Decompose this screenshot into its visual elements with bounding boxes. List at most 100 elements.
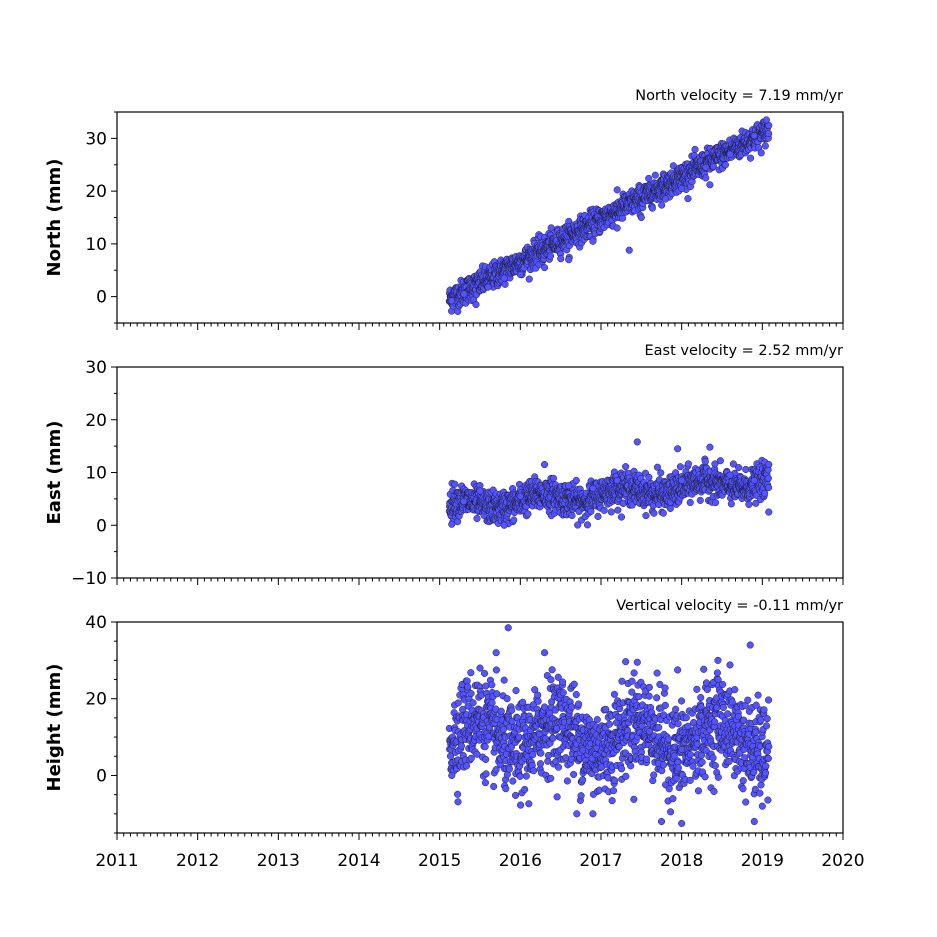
vertical-data-point <box>467 690 475 698</box>
vertical-data-point <box>630 669 638 677</box>
east-data-point <box>617 513 626 521</box>
vertical-data-point <box>490 782 498 791</box>
vertical-data-point <box>672 774 680 782</box>
vertical-data-point <box>615 743 623 751</box>
panel-east: East velocity = 2.52 mm/yr East (mm) −10 0 1… <box>44 343 844 589</box>
vertical-x-tick-label: 2012 <box>176 851 219 871</box>
vertical-data-point <box>454 699 462 707</box>
vertical-x-tick-label: 2018 <box>660 851 703 871</box>
vertical-data-point <box>553 793 561 801</box>
east-data-point <box>574 521 582 529</box>
vertical-data-point <box>678 819 686 827</box>
vertical-data-point <box>609 787 618 795</box>
vertical-data-point <box>764 754 772 762</box>
vertical-data-point <box>446 752 455 760</box>
vertical-data-point <box>694 787 703 795</box>
vertical-x-tick-label: 2016 <box>499 851 542 871</box>
vertical-data-point <box>605 720 613 728</box>
vertical-data-point <box>462 762 471 770</box>
vertical-data-point <box>674 764 682 772</box>
east-data-point <box>712 499 720 507</box>
north-data-point <box>651 171 659 179</box>
east-data-point <box>500 521 508 529</box>
vertical-data-point <box>765 743 773 751</box>
vertical-y-tick-label: 0 <box>96 766 107 786</box>
vertical-data-point <box>711 762 719 770</box>
east-data-point <box>666 504 674 512</box>
vertical-data-point <box>686 776 694 784</box>
vertical-data-point <box>674 720 682 728</box>
vertical-x-tick-label: 2013 <box>257 851 300 871</box>
north-data-point <box>546 252 555 260</box>
vertical-x-tick-label: 2020 <box>821 851 864 871</box>
east-data-point <box>701 457 709 466</box>
north-data-point <box>460 290 468 298</box>
north-data-point <box>669 162 677 170</box>
north-data-point <box>613 186 621 194</box>
east-y-axis-label: East (mm) <box>44 421 65 525</box>
vertical-data-point <box>622 772 630 780</box>
north-data-point <box>501 280 509 288</box>
east-data-point <box>716 457 724 465</box>
east-data-point <box>727 500 735 508</box>
vertical-data-point <box>476 664 484 672</box>
vertical-data-point <box>762 762 770 770</box>
east-data-point <box>645 473 653 481</box>
panel-vertical: Vertical velocity = -0.11 mm/yr Height (m… <box>44 598 865 871</box>
north-data-point <box>448 297 456 305</box>
vertical-data-point <box>650 771 658 779</box>
vertical-data-point <box>508 706 516 714</box>
north-velocity-title: North velocity = 7.19 mm/yr <box>635 88 843 104</box>
east-data-point <box>659 509 667 517</box>
vertical-data-point <box>697 703 705 711</box>
east-data-point <box>726 471 734 479</box>
vertical-data-point <box>540 649 549 657</box>
vertical-data-point <box>757 781 765 789</box>
vertical-data-point <box>661 684 669 692</box>
vertical-data-point <box>617 765 626 773</box>
vertical-data-point <box>573 810 581 818</box>
vertical-data-point <box>570 680 578 688</box>
east-data-point <box>594 512 602 520</box>
east-data-point <box>568 511 576 520</box>
vertical-data-point <box>752 728 760 736</box>
east-data-point <box>684 460 692 468</box>
subplot-panels: North velocity = 7.19 mm/yr North (mm) 0 10… <box>44 88 865 871</box>
vertical-data-point <box>754 691 762 699</box>
east-velocity-title: East velocity = 2.52 mm/yr <box>644 343 843 359</box>
vertical-data-point <box>554 763 563 771</box>
vertical-data-point <box>454 798 462 806</box>
north-y-tick-label: 30 <box>85 129 107 149</box>
vertical-x-tick-label: 2017 <box>579 851 622 871</box>
vertical-data-point <box>664 735 672 743</box>
east-data-point <box>686 498 694 507</box>
vertical-data-point <box>645 692 653 700</box>
vertical-data-point <box>570 770 578 779</box>
vertical-data-point <box>643 755 651 763</box>
vertical-data-point <box>534 691 542 699</box>
north-data-point <box>721 161 729 169</box>
vertical-data-point <box>593 716 601 724</box>
vertical-data-point <box>672 705 680 713</box>
vertical-data-point <box>517 801 525 809</box>
vertical-data-point <box>530 767 538 775</box>
east-data-point <box>765 508 773 516</box>
vertical-data-point <box>742 798 750 806</box>
vertical-data-point <box>630 795 638 803</box>
east-data-point <box>460 497 468 506</box>
east-data-point <box>642 512 650 520</box>
vertical-data-point <box>710 787 718 795</box>
vertical-data-point <box>752 701 760 709</box>
vertical-data-point <box>559 678 567 686</box>
vertical-data-point <box>628 688 636 696</box>
vertical-data-point <box>750 817 758 826</box>
vertical-data-point <box>739 785 747 793</box>
vertical-data-point <box>655 723 663 731</box>
vertical-data-point <box>502 785 510 793</box>
east-data-point <box>650 509 658 517</box>
vertical-data-point <box>764 796 772 804</box>
north-data-point <box>757 149 765 157</box>
east-data-point <box>696 496 704 504</box>
